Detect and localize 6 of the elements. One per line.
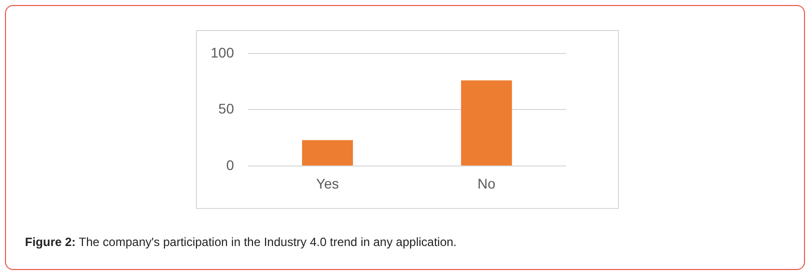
y-tick-label: 0 <box>226 156 234 173</box>
x-tick-label: No <box>478 175 496 192</box>
caption: Figure 2: The company's participation in the Industry 4.0 trend in any application. <box>25 235 457 249</box>
y-tick-label: 100 <box>210 44 234 60</box>
y-tick-label: 50 <box>218 100 234 117</box>
x-tick-label: Yes <box>316 175 339 192</box>
